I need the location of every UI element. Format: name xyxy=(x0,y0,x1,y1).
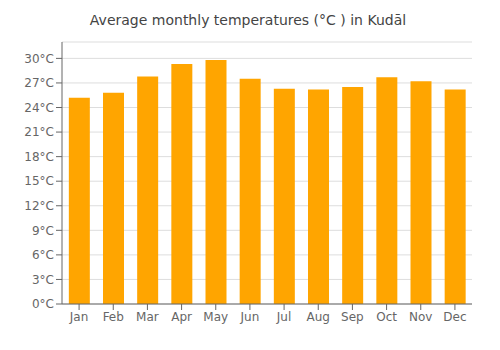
svg-text:24°C: 24°C xyxy=(24,101,54,115)
svg-text:0°C: 0°C xyxy=(32,297,54,311)
svg-text:Apr: Apr xyxy=(171,310,192,324)
svg-text:27°C: 27°C xyxy=(24,76,54,90)
svg-text:3°C: 3°C xyxy=(32,273,54,287)
svg-text:18°C: 18°C xyxy=(24,150,54,164)
svg-text:30°C: 30°C xyxy=(24,52,54,66)
svg-text:Mar: Mar xyxy=(136,310,159,324)
svg-text:6°C: 6°C xyxy=(32,248,54,262)
svg-text:Feb: Feb xyxy=(103,310,124,324)
html-text:Average monthly temperatures (: Average monthly temperatures (°C ) in Ku… xyxy=(89,12,407,28)
svg-text:Oct: Oct xyxy=(376,310,397,324)
svg-text:Dec: Dec xyxy=(443,310,466,324)
svg-text:Nov: Nov xyxy=(409,310,432,324)
svg-text:May: May xyxy=(203,310,228,324)
svg-text:Aug: Aug xyxy=(307,310,330,324)
svg-text:Sep: Sep xyxy=(341,310,364,324)
svg-text:Jun: Jun xyxy=(240,310,260,324)
svg-text:15°C: 15°C xyxy=(24,174,54,188)
svg-text:Jan: Jan xyxy=(69,310,89,324)
svg-text:21°C: 21°C xyxy=(24,125,54,139)
svg-text:Jul: Jul xyxy=(276,310,291,324)
svg-text:12°C: 12°C xyxy=(24,199,54,213)
svg-text:9°C: 9°C xyxy=(32,224,54,238)
